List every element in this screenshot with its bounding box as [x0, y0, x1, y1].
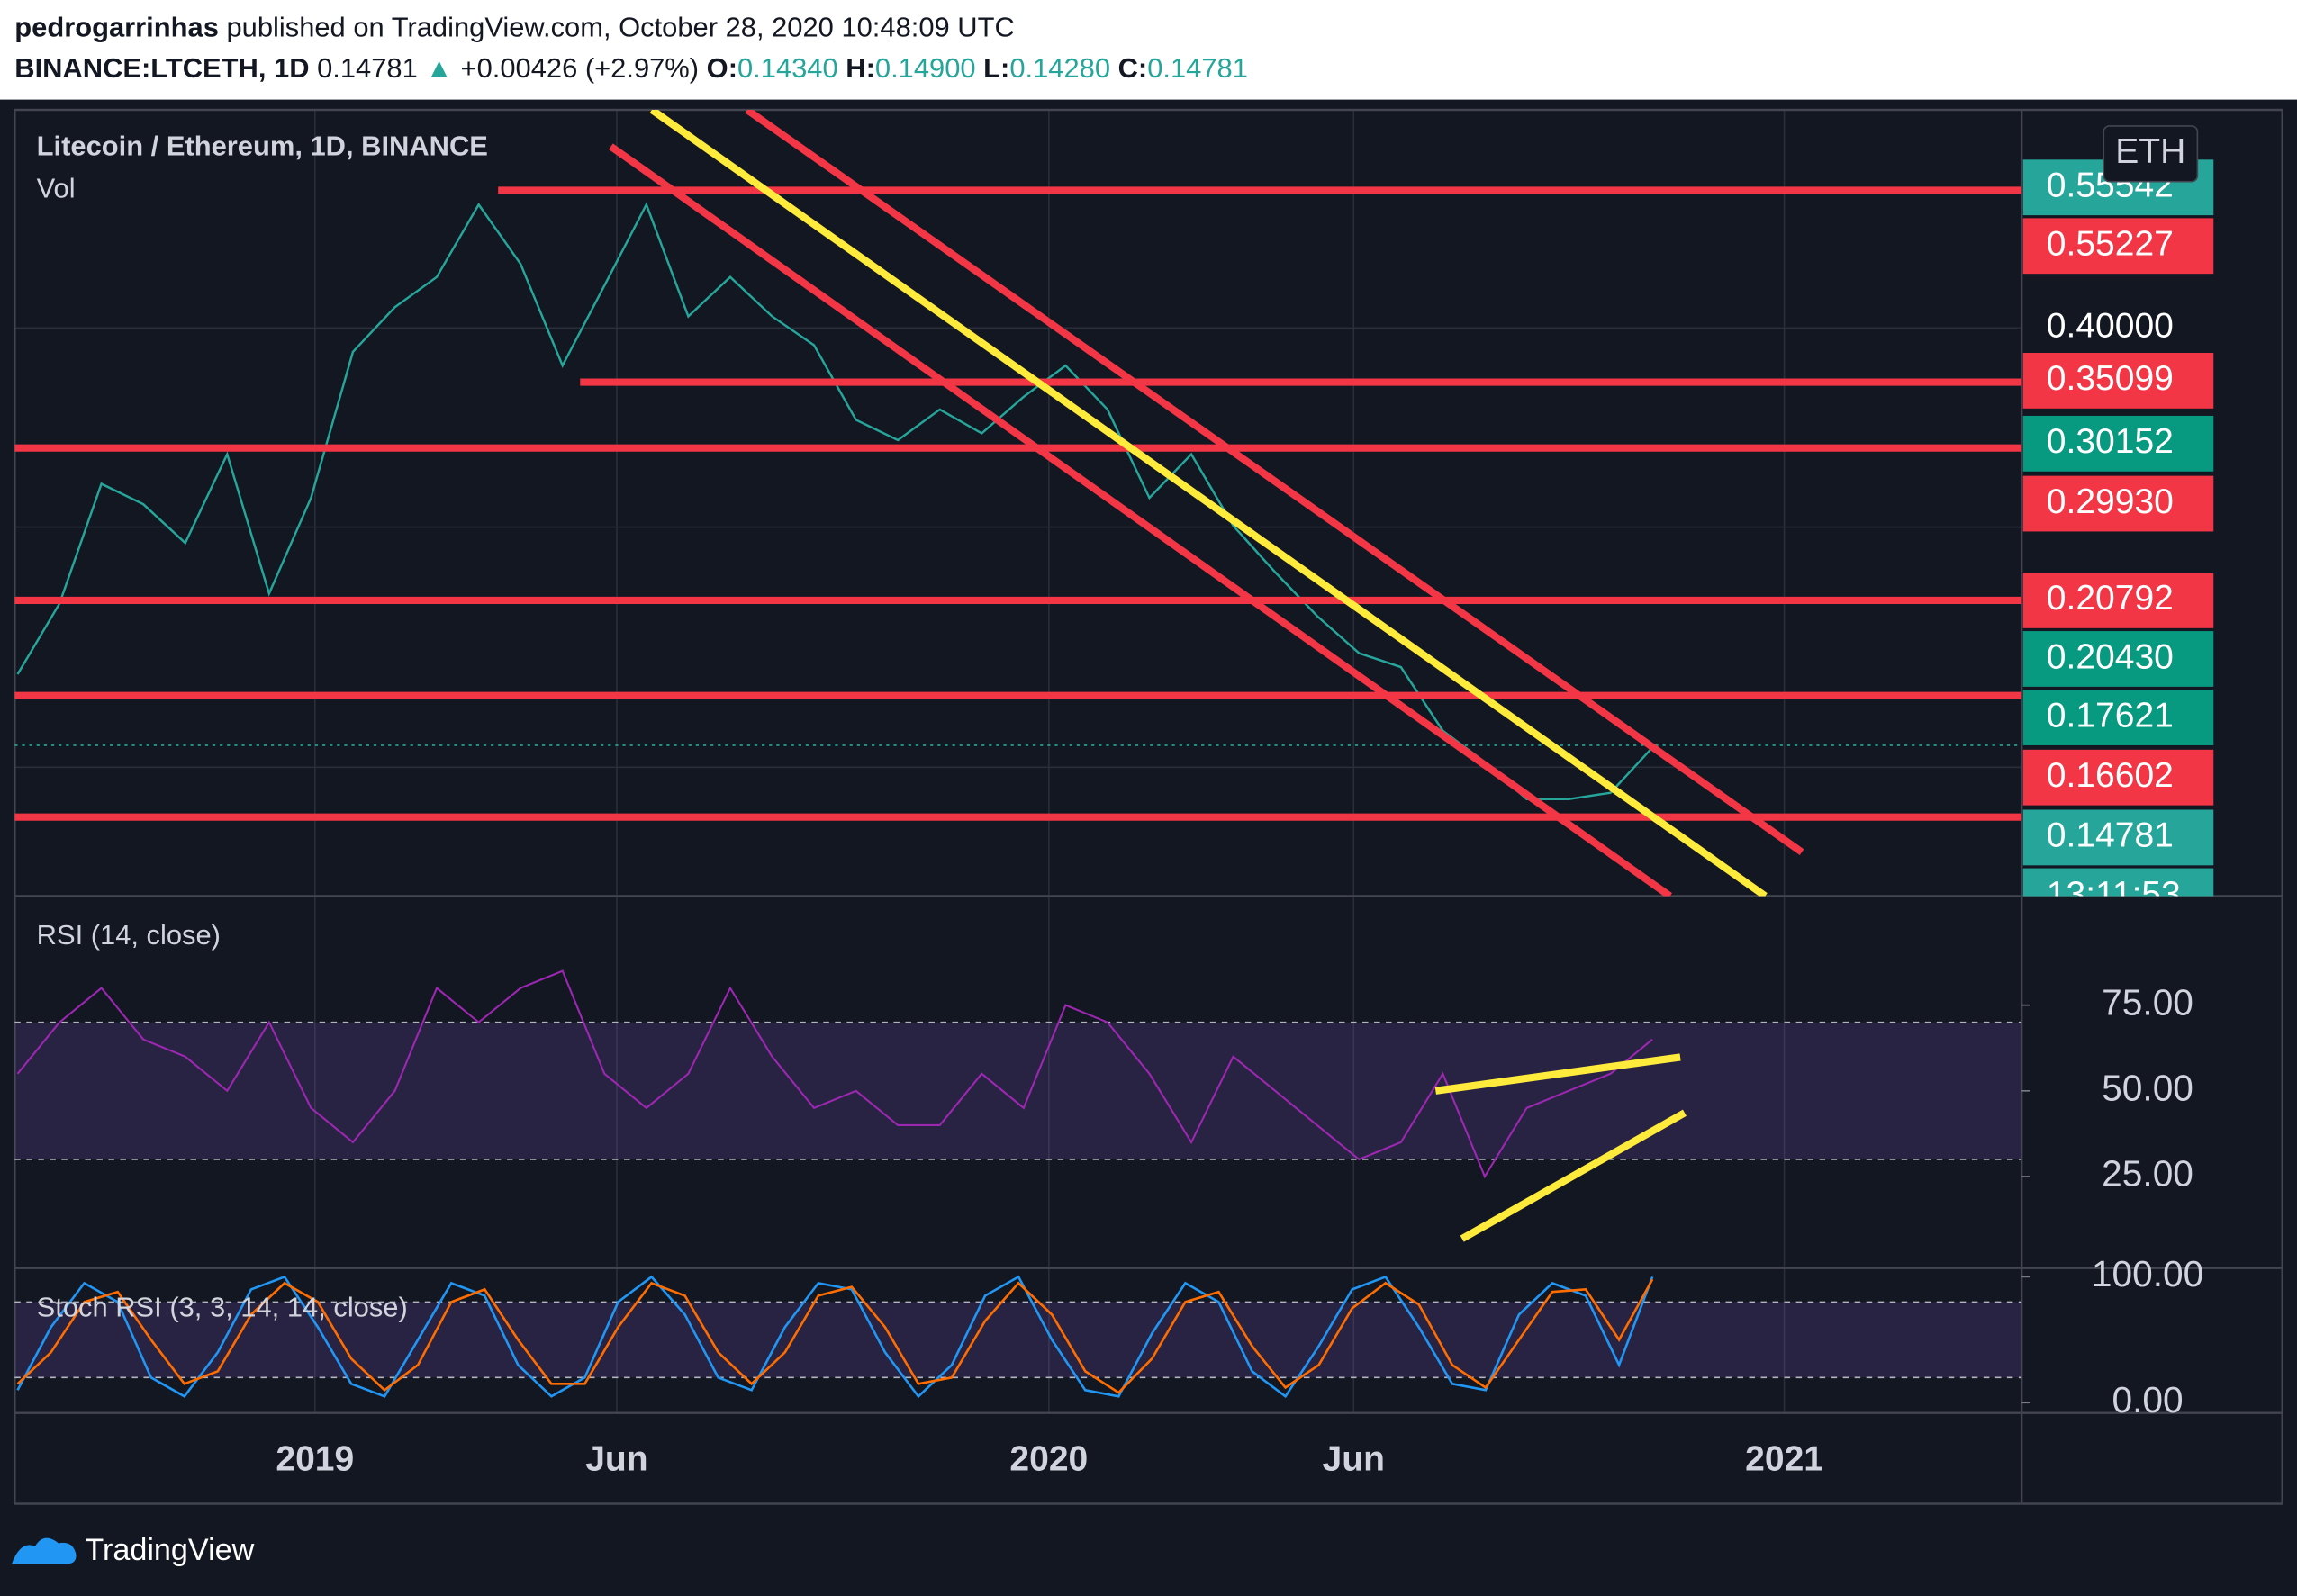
- time-label: Jun: [1323, 1440, 1385, 1479]
- stoch-title: Stoch RSI (3, 3, 14, 14, close): [37, 1291, 408, 1322]
- rsi-drawings: [1434, 1053, 1687, 1242]
- price-label: 0.20792: [2047, 579, 2174, 618]
- time-label: Jun: [585, 1440, 647, 1479]
- drawings: [14, 109, 2022, 897]
- price-label: 0.17621: [2047, 696, 2174, 735]
- currency: ETH: [2115, 132, 2185, 171]
- tv-logo: TradingView: [12, 1533, 255, 1567]
- price-label-box: [2022, 353, 2214, 409]
- y-tick-label: 25.00: [2102, 1153, 2193, 1195]
- change: +0.00426 (+2.97%): [461, 52, 700, 84]
- user: pedrogarrinhas: [14, 12, 219, 43]
- time-label: 2019: [276, 1440, 354, 1479]
- c: 0.14781: [1147, 52, 1248, 84]
- price-label-box: [2022, 218, 2214, 275]
- y-tick-label: 100.00: [2092, 1253, 2203, 1294]
- price-label: 0.35099: [2047, 359, 2174, 398]
- price-label-box: [2022, 573, 2214, 628]
- price-label-box: [2022, 868, 2214, 897]
- price-label-box: [2022, 749, 2214, 806]
- price-axis: 0.555420.552270.400000.350990.301520.299…: [2022, 159, 2214, 914]
- arrow: ▲: [425, 52, 453, 84]
- band: [14, 1302, 2022, 1378]
- price-label-box: [2022, 690, 2214, 745]
- l: 0.14280: [1009, 52, 1110, 84]
- price-label: 0.29930: [2047, 482, 2174, 521]
- price-label: 0.55227: [2047, 225, 2174, 264]
- price-label: 0.30152: [2047, 422, 2174, 461]
- y-tick-label: 0.00: [2112, 1379, 2183, 1420]
- rsi-title: RSI (14, close): [37, 919, 221, 951]
- price-label: 0.16602: [2047, 756, 2174, 795]
- price-label-box: [2022, 809, 2214, 866]
- pane-borders: [14, 108, 2283, 1505]
- price-label-box: [2022, 475, 2214, 532]
- band: [14, 1022, 2022, 1159]
- price-label-box: [2022, 631, 2214, 687]
- footer: TradingView: [85, 1533, 254, 1567]
- o: 0.14340: [737, 52, 838, 84]
- stoch-pane: 100.00 0.00: [14, 1253, 2203, 1420]
- price-label: 0.40000: [2047, 307, 2174, 346]
- osc-line: [16, 1278, 1654, 1394]
- price-label: 13:11:53: [2047, 875, 2181, 914]
- price-label: 0.14781: [2047, 816, 2174, 855]
- header-line1: pedrogarrinhas published on TradingView.…: [14, 12, 1015, 43]
- h: 0.14900: [875, 52, 976, 84]
- last: 0.14781: [317, 52, 418, 84]
- time-label: 2021: [1745, 1440, 1823, 1479]
- chart-title: Litecoin / Ethereum, 1D, BINANCE: [37, 130, 488, 161]
- volume-label: Vol: [37, 173, 76, 204]
- header-bg: [0, 0, 2297, 100]
- time-label: 2020: [1009, 1440, 1088, 1479]
- price-label: 0.20430: [2047, 637, 2174, 676]
- o-label: O:: [707, 52, 737, 84]
- symbol: BINANCE:LTCETH, 1D: [14, 52, 309, 84]
- time-axis: 2019 Jun 2020 Jun 2021: [276, 1440, 1823, 1479]
- h-label: H:: [846, 52, 875, 84]
- currency-box: [2103, 125, 2199, 183]
- published: published on TradingView.com, October 28…: [226, 12, 1014, 43]
- osc-line: [16, 969, 1653, 1179]
- y-tick-label: 50.00: [2102, 1068, 2193, 1109]
- y-tick-label: 75.00: [2102, 981, 2193, 1023]
- l-label: L:: [983, 52, 1009, 84]
- c-label: C:: [1118, 52, 1148, 84]
- header-line2: BINANCE:LTCETH, 1D 0.14781 ▲ +0.00426 (+…: [14, 52, 1248, 84]
- clock-group: 13:11:53: [2022, 868, 2214, 914]
- rsi-pane: 75.00 50.00 25.00: [14, 969, 2193, 1195]
- price-label-box: [2022, 415, 2214, 472]
